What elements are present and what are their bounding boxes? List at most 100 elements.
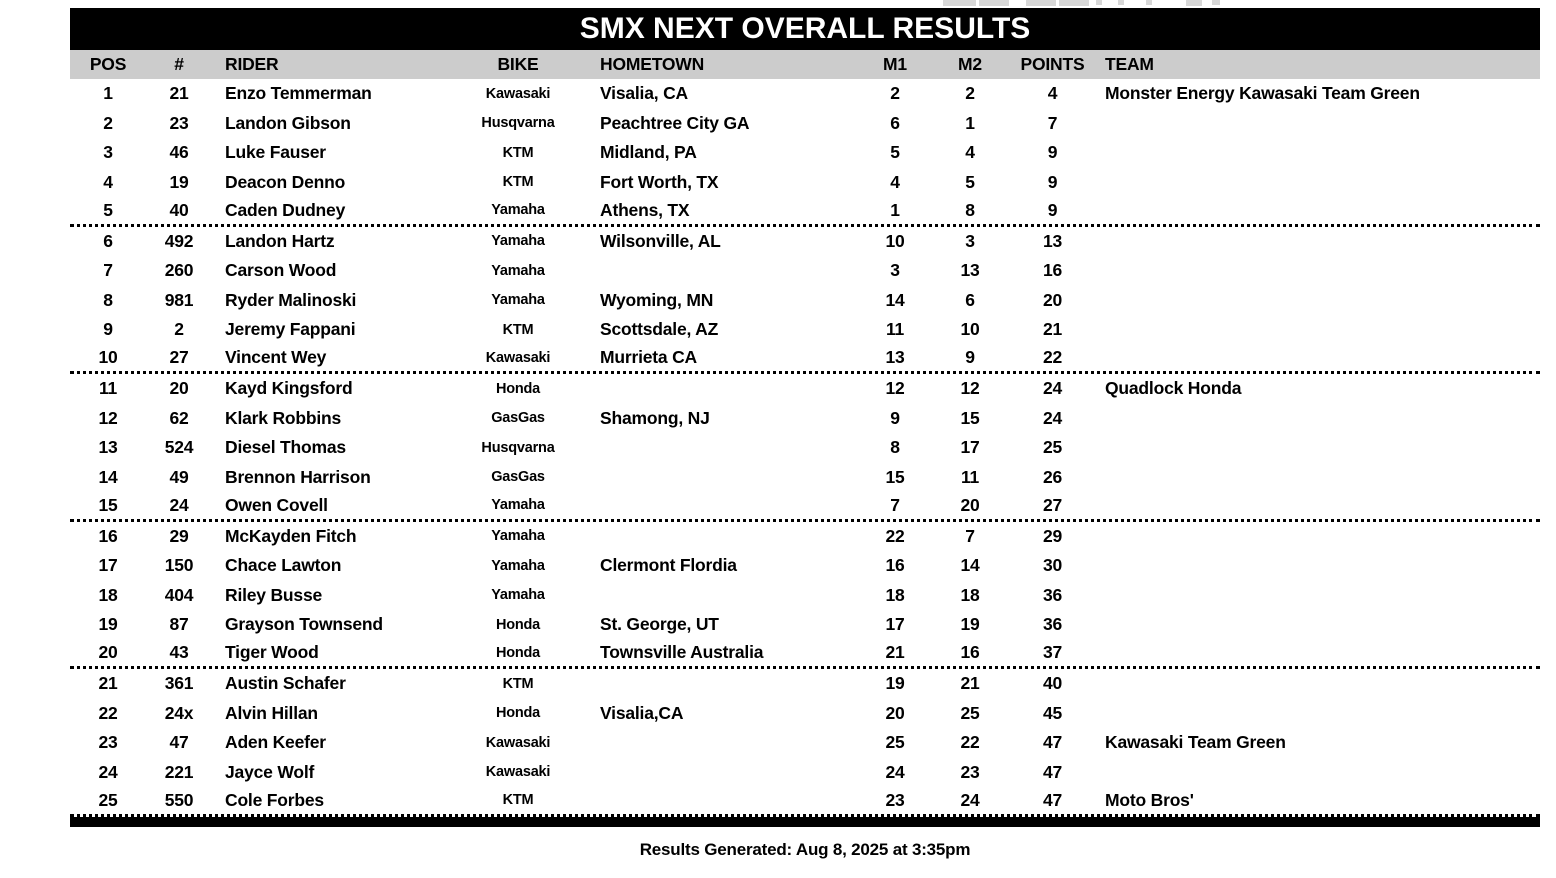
cell-m2: 21 [960, 673, 980, 694]
cell-points: 25 [1042, 437, 1063, 458]
table-row: 2 23 Landon Gibson Husqvarna Peachtree City … [70, 108, 1540, 138]
toolbar-fragment[interactable] [1059, 0, 1089, 6]
cell-pos: 7 [103, 260, 113, 281]
cell-hometown: Visalia, CA [600, 83, 688, 104]
cell-pos: 13 [98, 437, 118, 458]
cell-m2: 14 [960, 555, 980, 576]
cell-bike: Yamaha [491, 202, 545, 219]
cell-m1: 25 [885, 732, 905, 753]
column-header-m2: M2 [958, 54, 982, 74]
cell-m1: 10 [885, 230, 905, 251]
cell-bike: Honda [495, 644, 541, 661]
cell-rider-name: Enzo Temmerman [225, 83, 372, 104]
cell-m1: 11 [885, 319, 905, 340]
cell-bike: Kawasaki [485, 764, 551, 781]
cell-hometown: Wyoming, MN [600, 289, 714, 310]
column-header-hometown: HOMETOWN [600, 54, 705, 74]
results-generated-note: Results Generated: Aug 8, 2025 at 3:35pm [639, 840, 971, 859]
cell-points: 22 [1042, 347, 1063, 368]
cell-m1: 17 [885, 614, 905, 635]
cell-points: 47 [1042, 732, 1063, 753]
cell-pos: 14 [98, 466, 118, 487]
cell-m1: 18 [885, 584, 905, 605]
cell-rider-number: 150 [164, 555, 194, 576]
cell-rider-name: Carson Wood [225, 260, 337, 281]
cell-rider-number: 221 [164, 761, 194, 782]
cell-pos: 15 [98, 494, 118, 515]
cell-m1: 14 [885, 289, 905, 310]
table-row: 9 2 Jeremy Fappani KTM Scottsdale, AZ 11 10 21 [70, 315, 1540, 345]
cell-points: 24 [1042, 378, 1063, 399]
cell-rider-name: Riley Busse [225, 584, 323, 605]
cell-pos: 17 [98, 555, 118, 576]
toolbar-fragment[interactable] [1026, 0, 1056, 6]
cell-m2: 8 [965, 199, 975, 220]
cell-bike: KTM [502, 321, 534, 338]
cell-pos: 19 [98, 614, 118, 635]
table-row: 12 62 Klark Robbins GasGas Shamong, NJ 9 15 24 [70, 403, 1540, 433]
table-row: 21 361 Austin Schafer KTM 19 21 40 [70, 669, 1540, 699]
cell-m2: 24 [960, 789, 980, 810]
cell-points: 9 [1047, 199, 1058, 220]
cell-rider-name: Kayd Kingsford [225, 378, 353, 399]
cell-m1: 20 [885, 702, 905, 723]
cell-points: 40 [1042, 673, 1063, 694]
cell-pos: 21 [98, 673, 118, 694]
cell-rider-number: 981 [164, 289, 194, 310]
table-row: 13 524 Diesel Thomas Husqvarna 8 17 25 [70, 433, 1540, 463]
cell-pos: 23 [98, 732, 118, 753]
cell-points: 37 [1042, 642, 1063, 663]
table-row: 8 981 Ryder Malinoski Yamaha Wyoming, MN 14 6 2… [70, 285, 1540, 315]
cell-bike: Honda [495, 705, 541, 722]
column-header-m1: M1 [883, 54, 907, 74]
table-row: 23 47 Aden Keefer Kawasaki 25 22 47 Kawasaki Te… [70, 728, 1540, 758]
cell-rider-number: 20 [169, 378, 189, 399]
table-row: 4 19 Deacon Denno KTM Fort Worth, TX 4 5 9 [70, 167, 1540, 197]
cell-hometown: Clermont Flordia [600, 555, 737, 576]
cell-m1: 4 [890, 171, 900, 192]
table-row: 10 27 Vincent Wey Kawasaki Murrieta CA 13 9 22 [70, 344, 1540, 374]
cell-bike: Kawasaki [485, 734, 551, 751]
cell-bike: KTM [502, 675, 534, 692]
cell-m1: 9 [890, 407, 900, 428]
cell-m2: 11 [960, 466, 980, 487]
table-row: 25 550 Cole Forbes KTM 23 24 47 Moto Bros' [70, 787, 1540, 817]
cell-m2: 10 [960, 319, 980, 340]
toolbar-fragment[interactable] [979, 0, 1009, 6]
table-row: 5 40 Caden Dudney Yamaha Athens, TX 1 8 9 [70, 197, 1540, 227]
cell-hometown: Athens, TX [600, 199, 690, 220]
cell-rider-number: 24 [169, 494, 189, 515]
cell-rider-name: McKayden Fitch [225, 525, 357, 546]
cell-points: 27 [1042, 494, 1063, 515]
toolbar-fragment[interactable] [943, 0, 976, 6]
cell-rider-name: Jayce Wolf [225, 761, 315, 782]
toolbar-fragment [1118, 0, 1124, 5]
cell-points: 4 [1047, 83, 1058, 104]
cell-m2: 12 [960, 378, 980, 399]
cell-rider-name: Alvin Hillan [225, 702, 318, 723]
column-header-number: # [174, 54, 184, 74]
cell-m2: 5 [965, 171, 975, 192]
cell-rider-number: 492 [164, 230, 194, 251]
column-header-rider: RIDER [225, 54, 279, 74]
cell-rider-number: 404 [164, 584, 194, 605]
cell-pos: 6 [103, 230, 113, 251]
cell-team: Kawasaki Team Green [1105, 732, 1286, 753]
cell-bike: Yamaha [491, 262, 545, 279]
toolbar-fragment [1096, 0, 1102, 5]
cell-m2: 25 [960, 702, 980, 723]
cell-bike: Kawasaki [485, 85, 551, 102]
table-row: 18 404 Riley Busse Yamaha 18 18 36 [70, 580, 1540, 610]
cell-hometown: Peachtree City GA [600, 112, 750, 133]
cell-m1: 3 [890, 260, 900, 281]
cell-points: 20 [1042, 289, 1063, 310]
cell-rider-number: 46 [169, 142, 189, 163]
cell-pos: 3 [103, 142, 113, 163]
cell-hometown: Murrieta CA [600, 347, 697, 368]
table-row: 11 20 Kayd Kingsford Honda 12 12 24 Quadlock Ho… [70, 374, 1540, 404]
toolbar-fragment[interactable] [1186, 0, 1202, 6]
cell-bike: Yamaha [491, 233, 545, 250]
cell-rider-name: Aden Keefer [225, 732, 326, 753]
cell-rider-number: 23 [169, 112, 189, 133]
